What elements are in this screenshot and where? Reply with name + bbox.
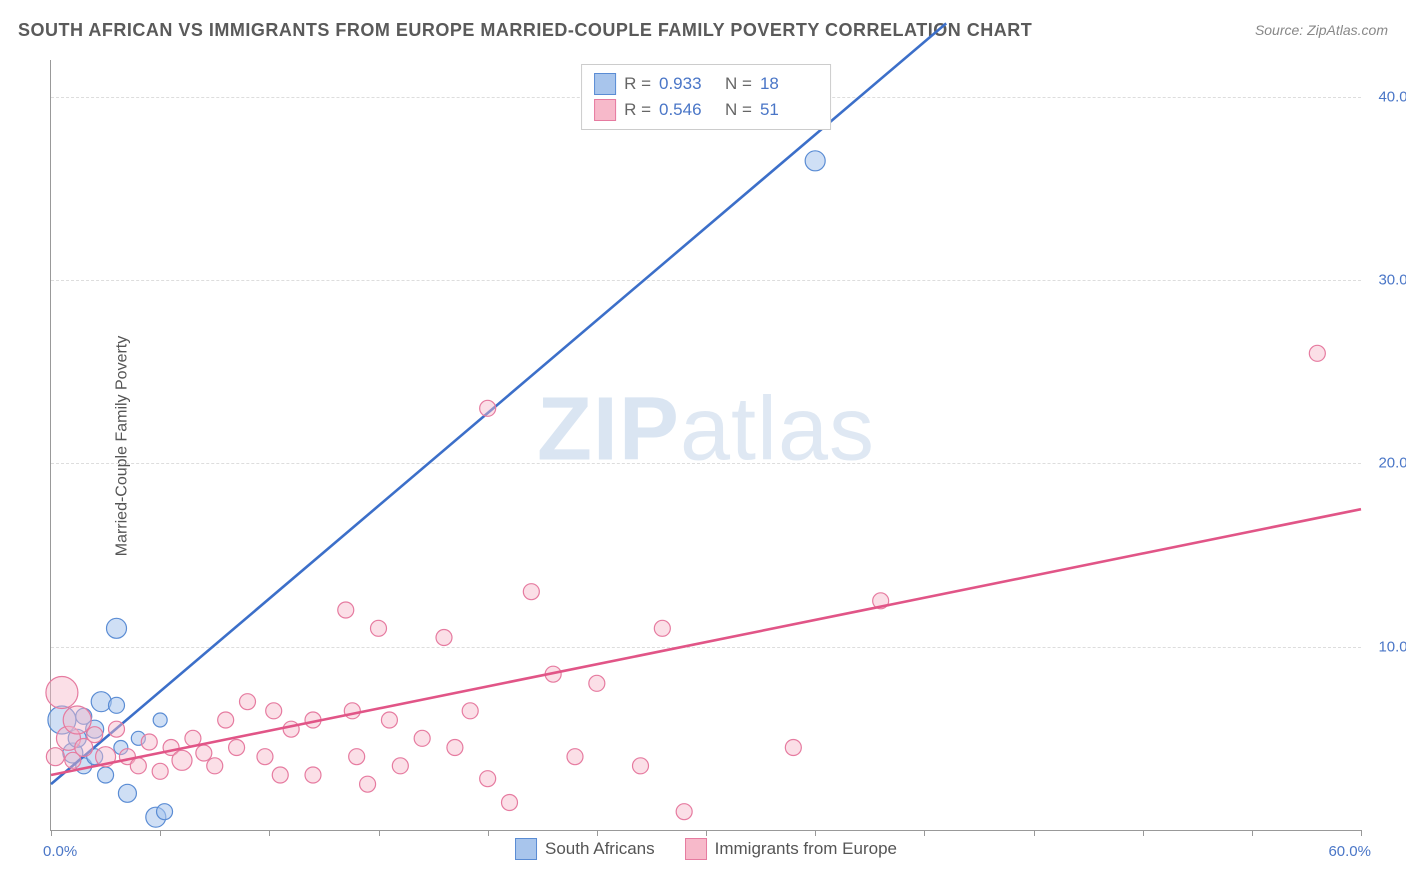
x-min-label: 0.0% bbox=[43, 843, 77, 860]
scatter-point bbox=[266, 703, 282, 719]
chart-title: SOUTH AFRICAN VS IMMIGRANTS FROM EUROPE … bbox=[18, 20, 1032, 41]
scatter-point bbox=[46, 748, 64, 766]
trend-line bbox=[51, 23, 946, 784]
legend-item-1: Immigrants from Europe bbox=[685, 838, 897, 860]
scatter-point bbox=[633, 758, 649, 774]
source-attribution: Source: ZipAtlas.com bbox=[1255, 22, 1388, 38]
scatter-point bbox=[152, 763, 168, 779]
x-tick bbox=[269, 830, 270, 836]
scatter-point bbox=[414, 730, 430, 746]
legend-series: South Africans Immigrants from Europe bbox=[515, 838, 897, 860]
scatter-point bbox=[349, 749, 365, 765]
scatter-point bbox=[218, 712, 234, 728]
scatter-point bbox=[1309, 345, 1325, 361]
x-tick bbox=[379, 830, 380, 836]
scatter-point bbox=[46, 677, 78, 709]
scatter-point bbox=[257, 749, 273, 765]
chart-container: SOUTH AFRICAN VS IMMIGRANTS FROM EUROPE … bbox=[0, 0, 1406, 892]
plot-area: ZIPatlas 10.0%20.0%30.0%40.0% R = 0.933 … bbox=[50, 60, 1361, 831]
x-tick bbox=[1034, 830, 1035, 836]
scatter-point bbox=[381, 712, 397, 728]
scatter-point bbox=[272, 767, 288, 783]
x-tick bbox=[1143, 830, 1144, 836]
scatter-point bbox=[283, 721, 299, 737]
scatter-point bbox=[172, 750, 192, 770]
scatter-point bbox=[523, 584, 539, 600]
scatter-point bbox=[157, 804, 173, 820]
x-max-label: 60.0% bbox=[1328, 843, 1371, 860]
x-tick bbox=[1361, 830, 1362, 836]
scatter-point bbox=[109, 721, 125, 737]
scatter-point bbox=[785, 740, 801, 756]
x-tick bbox=[160, 830, 161, 836]
scatter-point bbox=[589, 675, 605, 691]
swatch-series-1 bbox=[594, 99, 616, 121]
scatter-point bbox=[462, 703, 478, 719]
x-tick bbox=[51, 830, 52, 836]
scatter-point bbox=[654, 620, 670, 636]
scatter-point bbox=[436, 630, 452, 646]
scatter-point bbox=[109, 697, 125, 713]
scatter-point bbox=[107, 618, 127, 638]
scatter-point bbox=[153, 713, 167, 727]
scatter-point bbox=[91, 692, 111, 712]
scatter-point bbox=[567, 749, 583, 765]
x-tick bbox=[815, 830, 816, 836]
swatch-series-0 bbox=[594, 73, 616, 95]
swatch-series-0-b bbox=[515, 838, 537, 860]
scatter-point bbox=[360, 776, 376, 792]
scatter-point bbox=[240, 694, 256, 710]
scatter-point bbox=[392, 758, 408, 774]
legend-item-0: South Africans bbox=[515, 838, 655, 860]
trend-line bbox=[51, 509, 1361, 775]
scatter-point bbox=[141, 734, 157, 750]
y-tick-label: 20.0% bbox=[1378, 455, 1406, 472]
scatter-point bbox=[676, 804, 692, 820]
scatter-point bbox=[207, 758, 223, 774]
scatter-point bbox=[196, 745, 212, 761]
scatter-point bbox=[371, 620, 387, 636]
scatter-point bbox=[805, 151, 825, 171]
legend-row-1: R = 0.546 N = 51 bbox=[594, 97, 818, 123]
x-tick bbox=[706, 830, 707, 836]
y-tick-label: 40.0% bbox=[1378, 88, 1406, 105]
legend-correlation: R = 0.933 N = 18 R = 0.546 N = 51 bbox=[581, 64, 831, 130]
scatter-point bbox=[98, 767, 114, 783]
x-tick bbox=[597, 830, 598, 836]
scatter-point bbox=[344, 703, 360, 719]
scatter-svg bbox=[51, 60, 1361, 830]
scatter-point bbox=[480, 771, 496, 787]
x-tick bbox=[1252, 830, 1253, 836]
legend-row-0: R = 0.933 N = 18 bbox=[594, 71, 818, 97]
y-tick-label: 10.0% bbox=[1378, 638, 1406, 655]
scatter-point bbox=[63, 706, 91, 734]
scatter-point bbox=[480, 400, 496, 416]
scatter-point bbox=[87, 727, 103, 743]
y-tick-label: 30.0% bbox=[1378, 272, 1406, 289]
scatter-point bbox=[305, 767, 321, 783]
scatter-point bbox=[502, 795, 518, 811]
x-tick bbox=[924, 830, 925, 836]
x-tick bbox=[488, 830, 489, 836]
scatter-point bbox=[130, 758, 146, 774]
scatter-point bbox=[338, 602, 354, 618]
scatter-point bbox=[118, 784, 136, 802]
scatter-point bbox=[229, 740, 245, 756]
scatter-point bbox=[447, 740, 463, 756]
swatch-series-1-b bbox=[685, 838, 707, 860]
